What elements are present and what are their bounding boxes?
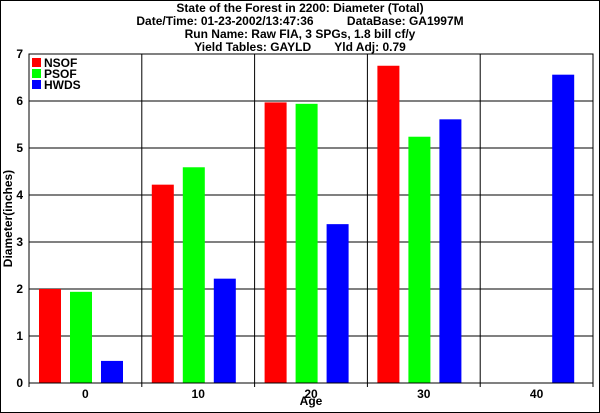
bar-nsof-20 (264, 102, 287, 383)
bar-hwds-0 (101, 360, 123, 383)
datetime-database-line: Date/Time: 01-23-2002/13:47:36 DataBase:… (136, 14, 464, 28)
bar-hwds-10 (213, 278, 236, 383)
x-tick-labels: 0 10 20 30 40 (82, 387, 544, 401)
y-tick-label: 4 (16, 188, 23, 202)
bar-psof-20 (295, 103, 318, 383)
y-tick-label: 6 (16, 94, 23, 108)
bar-psof-10 (182, 167, 205, 383)
legend-label-hwds: HWDS (44, 78, 81, 92)
axes (28, 53, 594, 387)
y-tick-label: 7 (16, 47, 23, 61)
legend-swatch-hwds (32, 80, 41, 89)
x-tick-label: 10 (192, 387, 206, 401)
legend-label-nsof: NSOF (44, 56, 77, 70)
bar-nsof-10 (151, 184, 174, 383)
y-tick-label: 1 (16, 329, 23, 343)
bar-psof-0 (70, 291, 92, 383)
y-tick-label: 0 (16, 376, 23, 390)
bar-hwds-40 (552, 74, 575, 384)
bar-nsof-30 (377, 65, 400, 383)
y-tick-labels: 0 1 2 3 4 5 6 7 (16, 47, 23, 390)
y-tick-label: 2 (16, 282, 23, 296)
legend-label-psof: PSOF (44, 67, 77, 81)
x-tick-label: 0 (82, 387, 89, 401)
yield-tables-line: Yield Tables: GAYLD Yld Adj: 0.79 (194, 40, 406, 54)
y-tick-label: 3 (16, 235, 23, 249)
x-tick-label: 30 (417, 387, 431, 401)
x-tick-label: 20 (304, 387, 318, 401)
bar-psof-30 (408, 136, 431, 383)
legend-swatch-psof (32, 69, 41, 78)
bar-nsof-0 (39, 289, 61, 383)
bars (39, 65, 575, 384)
y-axis-label: Diameter(inches) (1, 170, 15, 267)
bar-hwds-30 (439, 119, 462, 383)
bar-hwds-20 (326, 224, 349, 383)
plot-area-border (28, 53, 594, 384)
y-tick-label: 5 (16, 141, 23, 155)
x-axis-label: Age (300, 394, 323, 408)
run-name-line: Run Name: Raw FIA, 3 SPGs, 1.8 bill cf/y (184, 27, 416, 41)
legend-swatch-nsof (32, 58, 41, 67)
chart-title: State of the Forest in 2200: Diameter (T… (176, 1, 424, 15)
x-tick-label: 40 (530, 387, 544, 401)
